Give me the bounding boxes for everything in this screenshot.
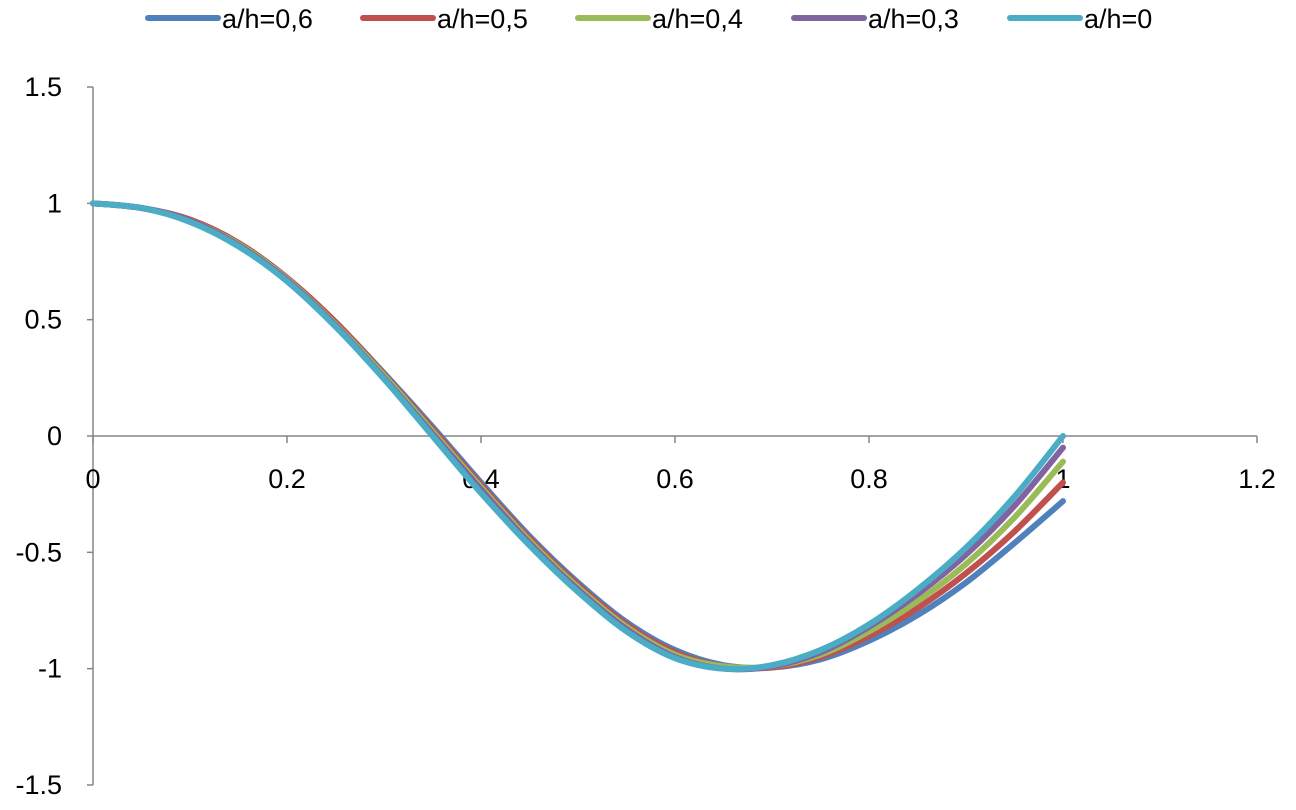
plot-area: [90, 200, 1066, 673]
legend-label-5: a/h=0: [1084, 4, 1152, 34]
x-tick-label: 0: [85, 464, 100, 494]
y-tick-label: -1.5: [15, 770, 62, 800]
legend-label-2: a/h=0,5: [437, 4, 528, 34]
y-tick-label: -1: [38, 654, 62, 684]
x-tick-label: 1.2: [1238, 464, 1276, 494]
legend: a/h=0,6 a/h=0,5 a/h=0,4 a/h=0,3 a/h=0: [145, 4, 1152, 34]
y-tick-label: 1: [47, 188, 62, 218]
legend-label-3: a/h=0,4: [652, 4, 743, 34]
legend-label-1: a/h=0,6: [222, 4, 313, 34]
series-line-5: [90, 200, 1066, 673]
y-tick-label: -0.5: [15, 537, 62, 567]
x-tick-label: 0.6: [656, 464, 694, 494]
y-tick-label: 0.5: [24, 305, 62, 335]
axes: 1.510.50-0.5-1-1.50 0.2 0.4 0.6 0.8 1 1.2: [15, 72, 1275, 800]
y-tick-label: 0: [47, 421, 62, 451]
legend-label-4: a/h=0,3: [868, 4, 959, 34]
y-tick-label: 1.5: [24, 72, 62, 102]
x-tick-label: 0.8: [850, 464, 888, 494]
x-tick-label: 0.2: [268, 464, 306, 494]
